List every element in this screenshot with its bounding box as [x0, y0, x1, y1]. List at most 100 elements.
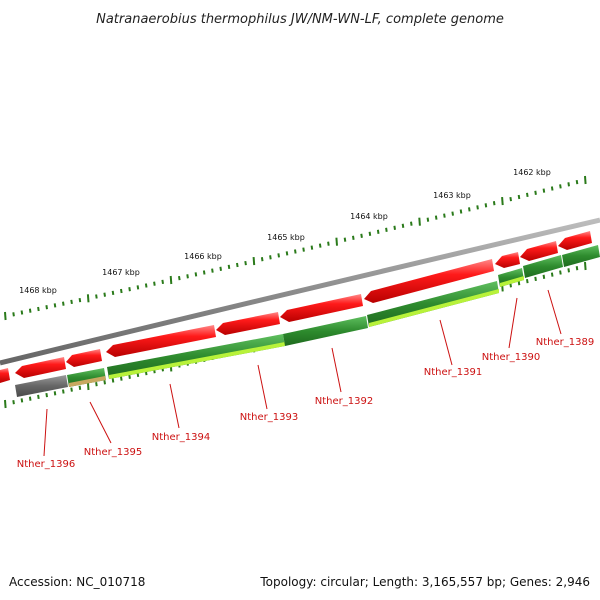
minor-tick [443, 213, 446, 218]
minor-tick [12, 312, 15, 317]
minor-tick [542, 188, 546, 193]
kbp-label: 1468 kbp [19, 286, 57, 295]
gene-labels: Nther_1389 Nther_1390 Nther_1391 Nther_1… [17, 337, 594, 470]
gene-label-nther-1396[interactable]: Nther_1396 [17, 459, 75, 470]
minor-tick [476, 205, 479, 210]
minor-tick [269, 255, 272, 260]
minor-tick [28, 308, 32, 313]
minor-tick [20, 310, 24, 315]
minor-tick [327, 241, 330, 246]
minor-tick [202, 270, 206, 275]
minor-tick [426, 217, 430, 222]
minor-tick [385, 227, 388, 232]
minor-tick [575, 179, 579, 185]
minor-tick [401, 223, 405, 228]
forward-gene[interactable] [15, 357, 66, 378]
minor-tick [550, 186, 554, 191]
minor-tick [37, 306, 40, 312]
minor-tick [294, 249, 297, 254]
major-tick [501, 197, 504, 206]
minor-tick [186, 274, 189, 279]
minor-tick [128, 287, 131, 292]
forward-gene[interactable] [280, 294, 363, 322]
reverse-strand [15, 245, 600, 397]
major-tick [335, 237, 338, 246]
minor-tick [194, 272, 198, 277]
gene-highlight [500, 276, 524, 287]
major-tick [584, 175, 587, 185]
minor-tick [70, 299, 73, 305]
major-tick [252, 257, 256, 266]
major-tick [584, 261, 587, 271]
forward-strand [0, 231, 592, 383]
minor-tick [95, 382, 98, 387]
minor-tick [37, 394, 40, 400]
page-title: Natranaerobius thermophilus JW/NM-WN-LF,… [96, 12, 504, 27]
minor-tick [95, 294, 98, 299]
minor-tick [236, 262, 239, 268]
gene-highlight [369, 289, 499, 327]
gene-label-nther-1391[interactable]: Nther_1391 [424, 367, 482, 378]
minor-tick [567, 268, 570, 273]
forward-gene[interactable] [0, 368, 10, 383]
gene-label-nther-1389[interactable]: Nther_1389 [536, 337, 594, 348]
major-tick [169, 275, 173, 285]
minor-tick [178, 275, 181, 281]
minor-tick [526, 278, 529, 284]
minor-tick [393, 225, 396, 230]
minor-tick [219, 266, 222, 271]
major-tick [4, 311, 7, 321]
forward-gene[interactable] [364, 259, 494, 303]
minor-tick [20, 398, 24, 403]
minor-tick [153, 281, 156, 286]
forward-gene[interactable] [216, 312, 280, 335]
minor-tick [277, 253, 280, 258]
minor-tick [352, 235, 355, 240]
gene-label-nther-1392[interactable]: Nther_1392 [315, 396, 373, 407]
minor-tick [260, 257, 264, 262]
reverse-gene-nther-1396[interactable] [15, 375, 68, 397]
minor-tick [120, 288, 123, 294]
minor-tick [410, 221, 413, 226]
minor-tick [360, 233, 363, 238]
accession-text: Accession: NC_010718 [9, 575, 146, 589]
reverse-gene-nther-1389a[interactable] [523, 255, 563, 278]
forward-gene[interactable] [66, 349, 102, 367]
minor-tick [285, 251, 289, 256]
minor-tick [120, 376, 123, 381]
minor-tick [468, 207, 471, 212]
minor-tick [575, 266, 579, 271]
minor-tick [136, 285, 140, 290]
minor-tick [492, 201, 496, 206]
kbp-label: 1466 kbp [184, 252, 222, 261]
gene-label-nther-1394[interactable]: Nther_1394 [152, 432, 210, 443]
forward-gene[interactable] [558, 231, 592, 250]
minor-tick [302, 247, 305, 252]
minor-tick [45, 392, 48, 398]
gene-label-nther-1390[interactable]: Nther_1390 [482, 352, 540, 363]
minor-tick [244, 260, 247, 266]
forward-gene[interactable] [106, 325, 216, 357]
gene-highlight [69, 376, 106, 387]
minor-tick [111, 378, 115, 383]
topology-text: Topology: circular; Length: 3,165,557 bp… [260, 575, 590, 589]
forward-gene[interactable] [495, 252, 520, 268]
gene-label-nther-1395[interactable]: Nther_1395 [84, 447, 142, 458]
reverse-gene-nther-1392[interactable] [283, 316, 368, 346]
minor-tick [534, 276, 537, 282]
forward-gene[interactable] [520, 241, 558, 261]
tick-row-upper [4, 175, 587, 321]
minor-tick [78, 297, 82, 303]
minor-tick [45, 305, 48, 310]
minor-tick [70, 387, 73, 392]
minor-tick [434, 215, 438, 220]
minor-tick [542, 274, 546, 279]
reverse-gene-nther-1389b[interactable] [562, 245, 600, 267]
gene-label-nther-1393[interactable]: Nther_1393 [240, 412, 298, 423]
minor-tick [111, 290, 115, 296]
kbp-scale: 1462 kbp 1463 kbp 1464 kbp 1465 kbp 1466… [19, 168, 551, 295]
genome-backbone [0, 217, 600, 366]
kbp-label: 1467 kbp [102, 268, 140, 277]
minor-tick [559, 184, 562, 189]
